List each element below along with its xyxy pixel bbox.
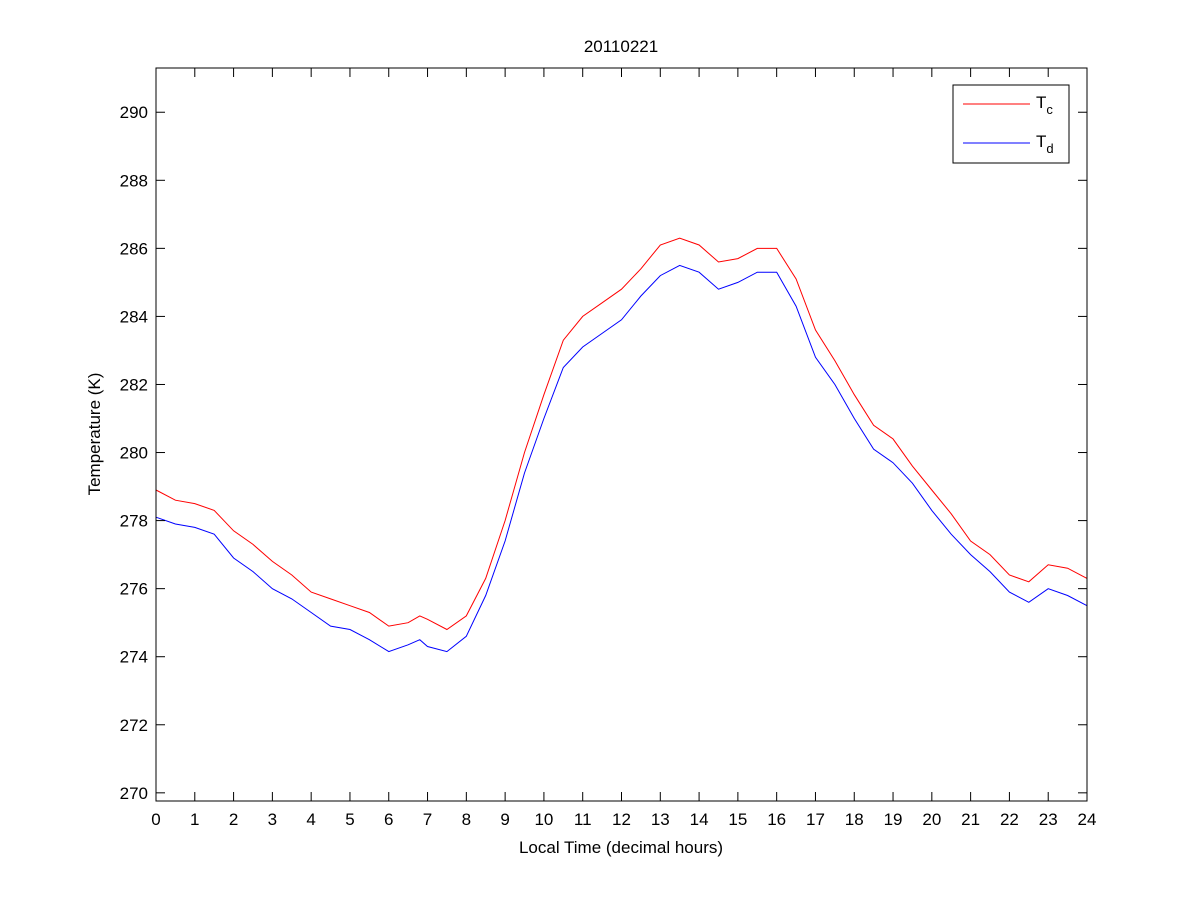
- x-tick-label: 6: [384, 810, 393, 829]
- series-line-td: [155, 264, 1088, 653]
- y-tick-label: 282: [120, 375, 148, 394]
- x-tick-label: 12: [612, 810, 631, 829]
- legend-label-tc: Tc: [1036, 93, 1053, 117]
- x-tick-label: 1: [190, 810, 199, 829]
- x-tick-label: 15: [728, 810, 747, 829]
- x-tick-label: 9: [500, 810, 509, 829]
- plot-lines: [155, 237, 1088, 653]
- legend-box: [952, 84, 1070, 164]
- x-tick-label: 13: [651, 810, 670, 829]
- x-tick-label: 8: [462, 810, 471, 829]
- y-axis-ticks: 270 272 274 276 278 280 282 284 286 288 290: [120, 103, 1087, 803]
- x-tick-label: 7: [423, 810, 432, 829]
- x-tick-label: 0: [151, 810, 160, 829]
- x-tick-label: 11: [574, 810, 592, 829]
- x-tick-label: 22: [1000, 810, 1019, 829]
- y-tick-label: 284: [120, 307, 148, 326]
- x-tick-label: 10: [534, 810, 553, 829]
- y-tick-label: 270: [120, 784, 148, 803]
- chart-title: 20110221: [584, 37, 658, 56]
- y-tick-label: 278: [120, 512, 148, 531]
- x-axis-label: Local Time (decimal hours): [519, 838, 723, 857]
- x-tick-label: 24: [1078, 810, 1097, 829]
- x-tick-label: 23: [1039, 810, 1058, 829]
- x-axis-ticks: 0 1 2 3 4 5 6 7 8 9 10 11 12 13 14 15 16 17 18 19 20 21 22 23 24: [151, 68, 1096, 829]
- y-tick-label: 286: [120, 239, 148, 258]
- x-tick-label: 2: [229, 810, 238, 829]
- x-tick-label: 3: [268, 810, 277, 829]
- x-tick-label: 21: [961, 810, 980, 829]
- x-tick-label: 19: [884, 810, 903, 829]
- y-tick-label: 276: [120, 580, 148, 599]
- x-tick-label: 17: [806, 810, 825, 829]
- y-tick-label: 288: [120, 171, 148, 190]
- x-tick-label: 4: [306, 810, 315, 829]
- legend-label-td: Td: [1036, 132, 1054, 156]
- y-tick-label: 280: [120, 444, 148, 463]
- legend: Tc Td: [952, 84, 1070, 164]
- x-tick-label: 5: [345, 810, 354, 829]
- x-tick-label: 14: [690, 810, 709, 829]
- x-tick-label: 20: [922, 810, 941, 829]
- y-axis-label: Temperature (K): [85, 373, 104, 496]
- y-tick-label: 274: [120, 648, 148, 667]
- y-tick-label: 272: [120, 716, 148, 735]
- x-tick-label: 18: [845, 810, 864, 829]
- y-tick-label: 290: [120, 103, 148, 122]
- series-line-tc: [155, 237, 1088, 631]
- x-tick-label: 16: [767, 810, 786, 829]
